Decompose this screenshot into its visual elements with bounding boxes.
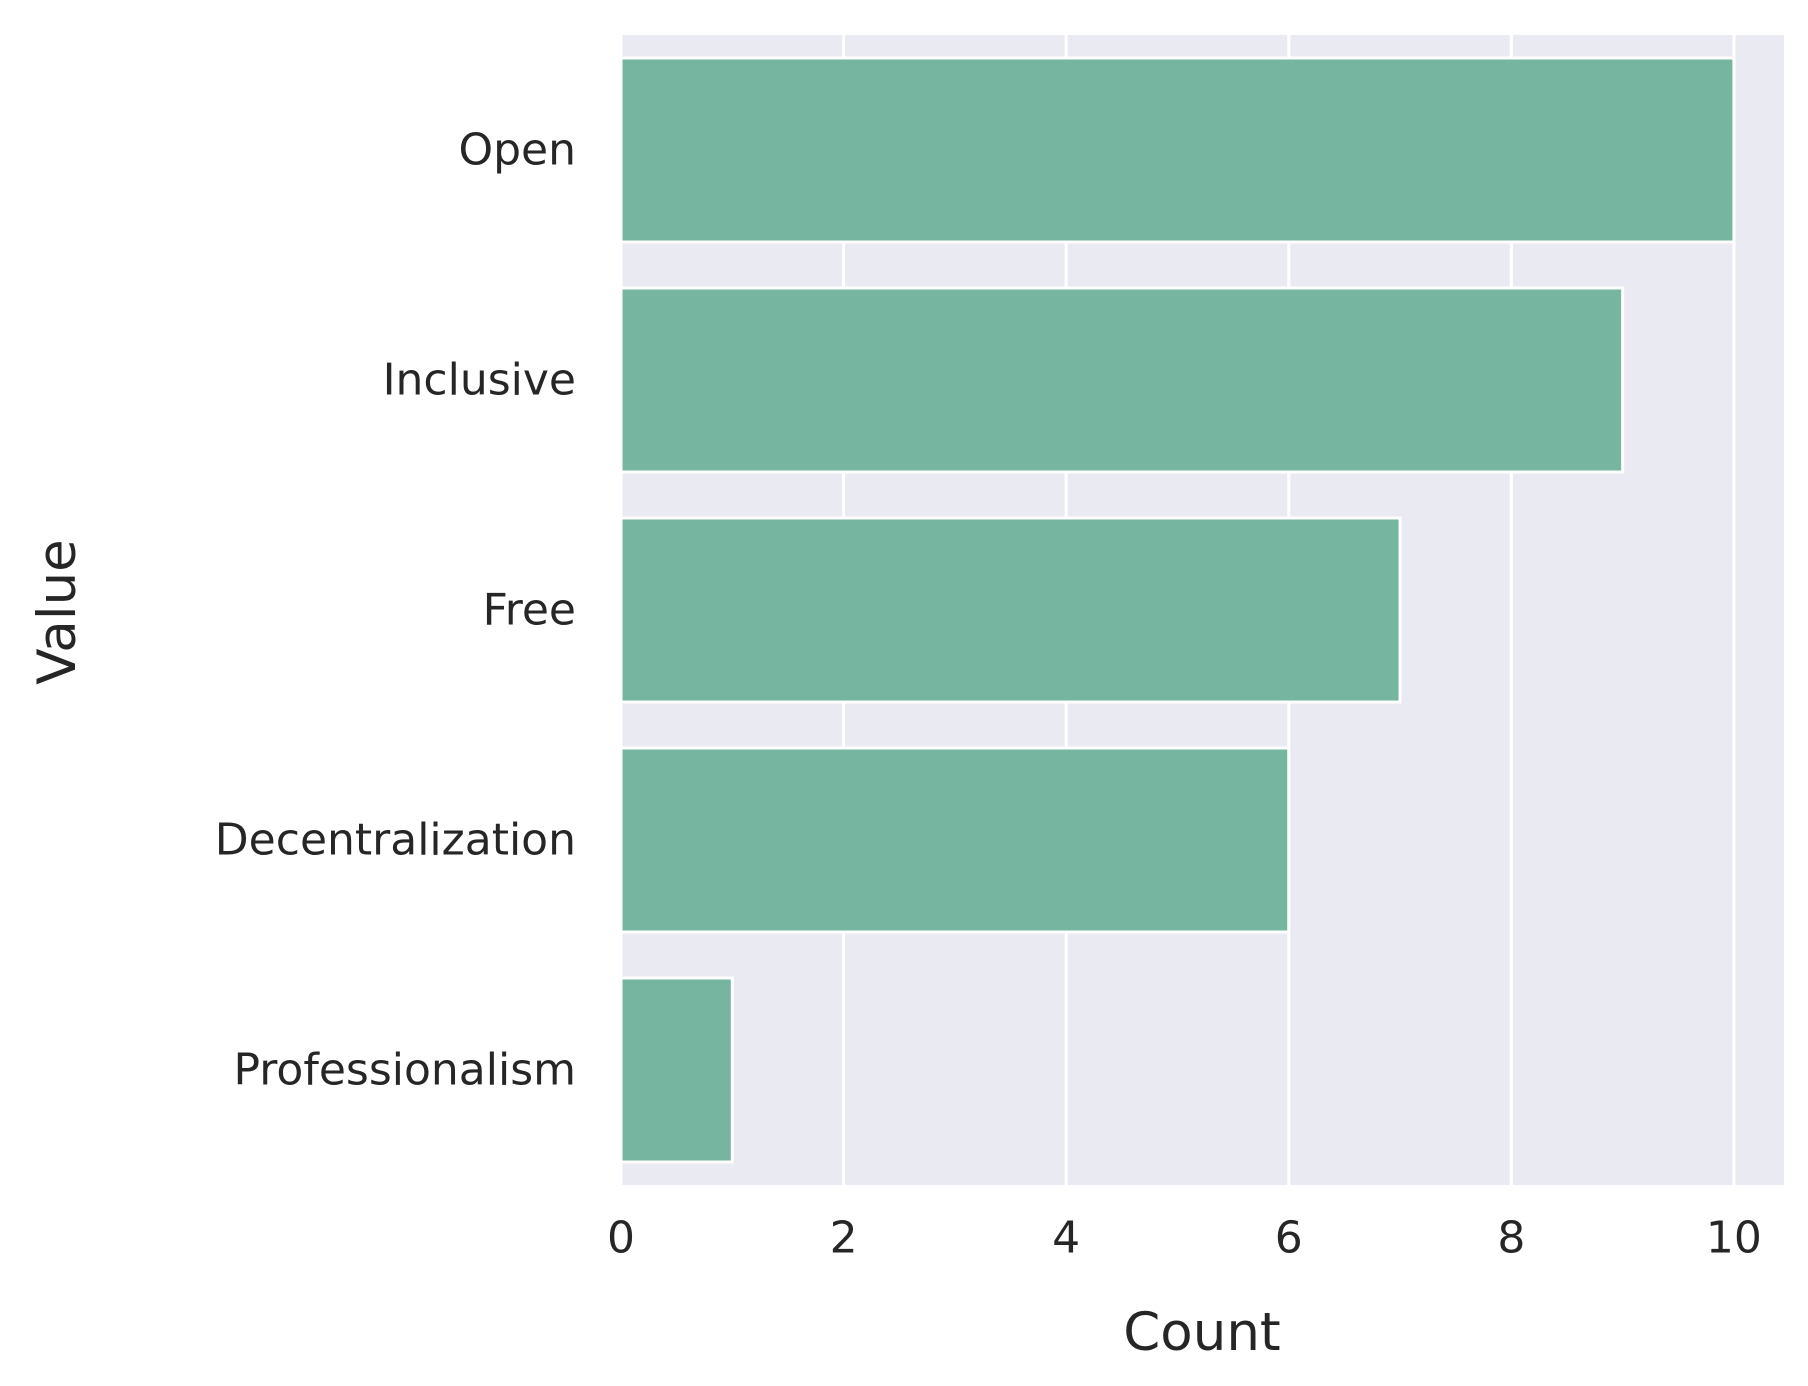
y-axis-title: Value (27, 539, 88, 685)
x-tick-label: 4 (1052, 1213, 1080, 1264)
bar-decentralization (619, 746, 1291, 934)
x-tick-label: 0 (607, 1213, 635, 1264)
y-tick-label: Professionalism (234, 1045, 576, 1096)
bar-free (619, 516, 1402, 704)
y-tick-label: Decentralization (215, 815, 576, 866)
x-axis-title: Count (1123, 1302, 1280, 1363)
bars (619, 56, 1736, 1164)
x-tick-label: 10 (1706, 1213, 1762, 1264)
bar-professionalism (619, 976, 734, 1164)
y-tick-label: Free (483, 585, 576, 636)
x-tick-labels: 0 2 4 6 8 10 (607, 1213, 1762, 1264)
x-tick-label: 8 (1497, 1213, 1525, 1264)
bar-inclusive (619, 286, 1625, 474)
y-tick-labels: Open Inclusive Free Decentralization Profess… (215, 125, 576, 1096)
y-tick-label: Inclusive (383, 355, 576, 406)
x-tick-label: 6 (1275, 1213, 1303, 1264)
bar-open (619, 56, 1736, 244)
x-tick-label: 2 (830, 1213, 858, 1264)
y-tick-label: Open (458, 125, 576, 176)
